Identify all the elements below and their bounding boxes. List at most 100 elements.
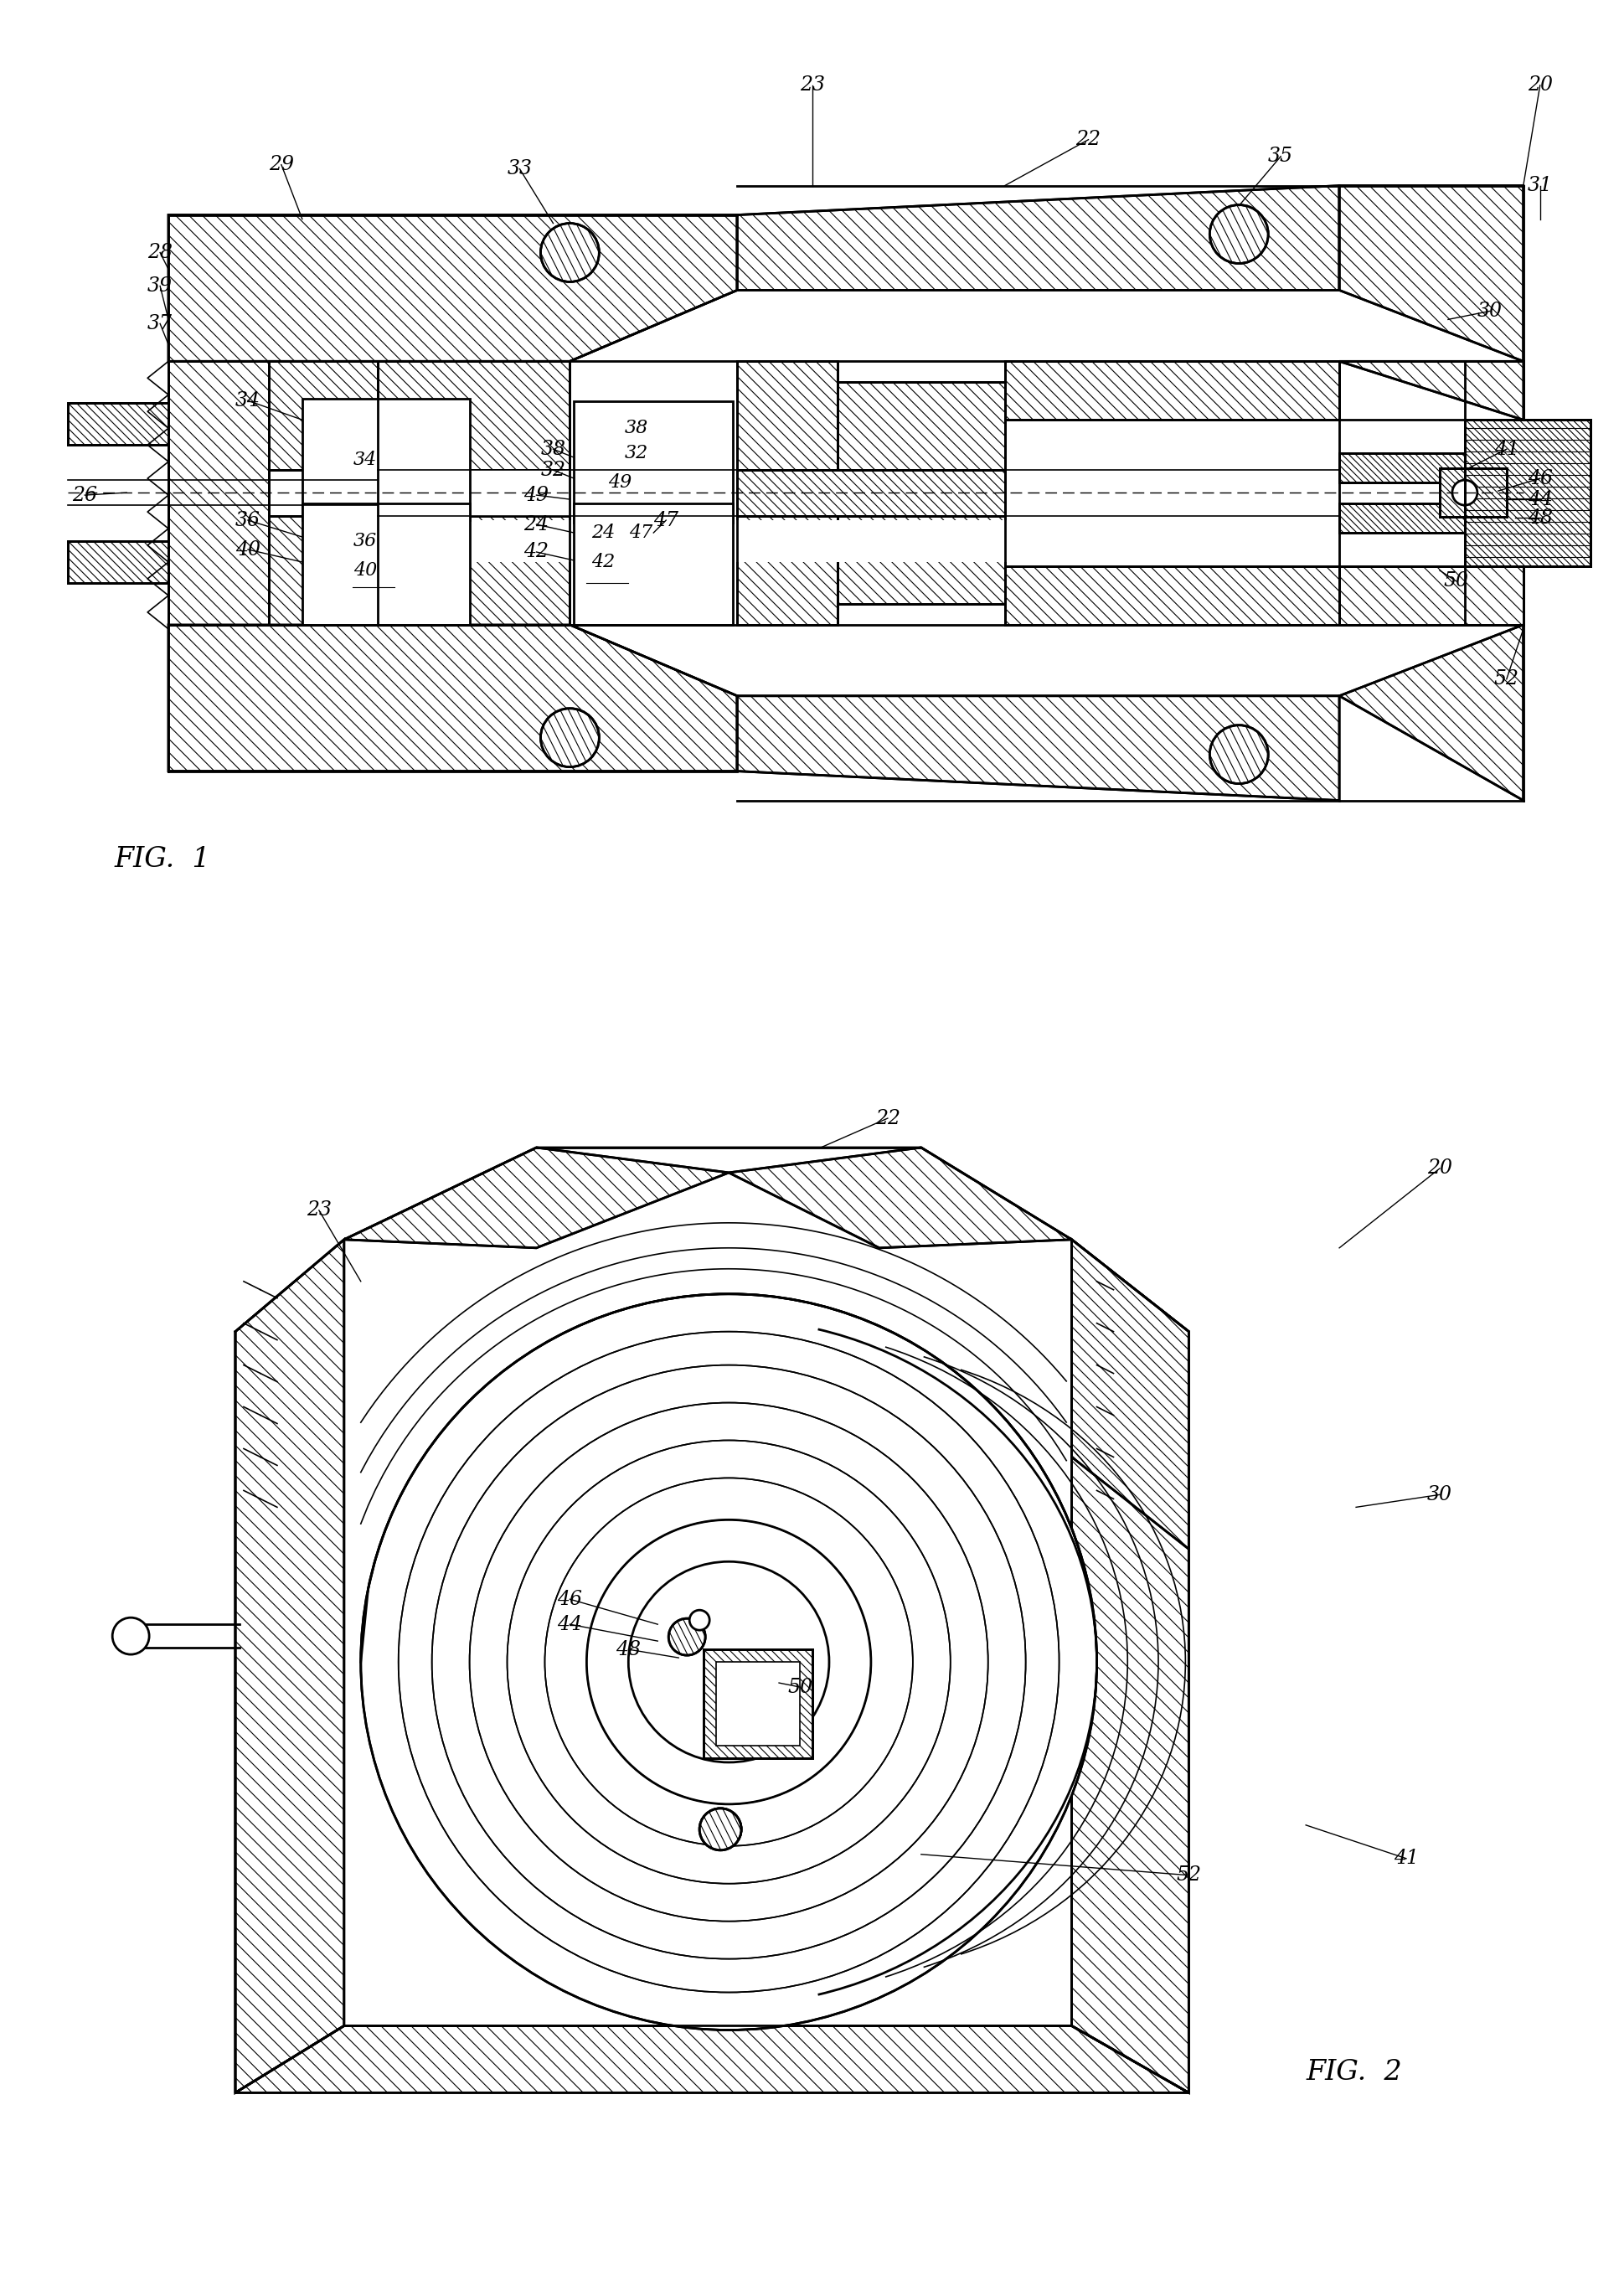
Text: 44: 44 [1528, 490, 1553, 508]
Polygon shape [1340, 504, 1465, 533]
Polygon shape [729, 1149, 1072, 1248]
Text: 35: 35 [1268, 148, 1293, 166]
Text: 36: 36 [352, 531, 377, 549]
Bar [377, 520, 1465, 563]
Circle shape [690, 1609, 710, 1630]
Polygon shape [737, 186, 1340, 291]
Polygon shape [270, 361, 377, 470]
Polygon shape [729, 1149, 1072, 1248]
Circle shape [541, 708, 599, 767]
Polygon shape [1340, 454, 1465, 484]
Text: 41: 41 [1494, 440, 1518, 459]
Polygon shape [1465, 420, 1590, 565]
Text: 49: 49 [609, 474, 632, 493]
Polygon shape [169, 361, 270, 624]
Text: 30: 30 [1478, 302, 1502, 320]
Text: 22: 22 [875, 1108, 900, 1128]
Polygon shape [1340, 361, 1523, 420]
Circle shape [1210, 724, 1268, 783]
Polygon shape [1072, 1239, 1189, 2093]
Text: 50: 50 [788, 1678, 812, 1696]
Circle shape [361, 1294, 1096, 2029]
Text: 23: 23 [307, 1201, 331, 1219]
Bar [302, 400, 469, 520]
Text: 42: 42 [591, 554, 615, 572]
Polygon shape [1072, 1239, 1189, 1548]
Polygon shape [1005, 565, 1340, 624]
Bar [573, 504, 732, 624]
Text: 52: 52 [1494, 670, 1518, 688]
Bar [1440, 468, 1507, 518]
Polygon shape [270, 361, 377, 470]
Text: 47: 47 [653, 511, 679, 529]
Polygon shape [1465, 420, 1590, 565]
Polygon shape [737, 515, 838, 624]
Text: 39: 39 [148, 277, 172, 295]
Polygon shape [737, 361, 838, 470]
Polygon shape [737, 470, 1005, 515]
Polygon shape [1340, 361, 1523, 420]
Polygon shape [1340, 565, 1523, 624]
Text: 46: 46 [1528, 470, 1553, 488]
Polygon shape [737, 697, 1340, 801]
Polygon shape [1340, 186, 1523, 361]
Polygon shape [169, 624, 737, 772]
Polygon shape [235, 2025, 1189, 2093]
Polygon shape [1440, 468, 1507, 518]
Polygon shape [838, 515, 1005, 604]
Text: 26: 26 [71, 486, 97, 504]
Polygon shape [703, 1650, 812, 1759]
Circle shape [700, 1809, 741, 1850]
Bar [377, 470, 1465, 515]
Polygon shape [1340, 504, 1465, 533]
Text: 48: 48 [1528, 508, 1553, 527]
Text: 36: 36 [235, 511, 260, 529]
Polygon shape [68, 404, 169, 445]
Polygon shape [68, 540, 169, 583]
Polygon shape [1340, 624, 1523, 801]
Polygon shape [838, 381, 1005, 470]
Text: 32: 32 [541, 461, 565, 479]
Circle shape [700, 1809, 741, 1850]
Text: 23: 23 [801, 75, 825, 95]
Text: 47: 47 [628, 524, 653, 543]
Polygon shape [344, 1149, 729, 1248]
Polygon shape [737, 186, 1340, 291]
Text: 40: 40 [235, 540, 260, 558]
Circle shape [1210, 724, 1268, 783]
Polygon shape [1340, 186, 1523, 361]
Polygon shape [737, 470, 1005, 515]
Text: 29: 29 [270, 154, 294, 175]
Text: 20: 20 [1427, 1158, 1452, 1178]
Text: 31: 31 [1528, 177, 1553, 195]
Polygon shape [377, 515, 570, 624]
Text: 38: 38 [541, 440, 565, 459]
Polygon shape [235, 1239, 344, 2093]
Polygon shape [68, 404, 169, 445]
Text: 48: 48 [615, 1639, 641, 1659]
Bar [302, 504, 469, 624]
Text: 52: 52 [1176, 1866, 1202, 1884]
Circle shape [541, 222, 599, 281]
Text: 44: 44 [557, 1614, 583, 1634]
Bar [716, 1662, 801, 1746]
Text: 41: 41 [1393, 1848, 1419, 1868]
Text: 34: 34 [235, 390, 260, 411]
Polygon shape [169, 216, 737, 361]
Text: FIG.  2: FIG. 2 [1306, 2059, 1402, 2086]
Polygon shape [169, 624, 737, 772]
Text: 40: 40 [352, 561, 377, 579]
Circle shape [669, 1619, 705, 1655]
Circle shape [541, 708, 599, 767]
Text: 24: 24 [525, 515, 549, 533]
Polygon shape [737, 697, 1340, 801]
Polygon shape [1072, 1239, 1189, 1548]
Text: 49: 49 [525, 486, 549, 504]
Polygon shape [737, 515, 838, 624]
Text: 46: 46 [557, 1589, 583, 1609]
Text: 33: 33 [507, 159, 533, 179]
Polygon shape [169, 216, 737, 361]
Bar [703, 1650, 812, 1759]
Polygon shape [838, 515, 1005, 604]
Circle shape [1210, 204, 1268, 263]
